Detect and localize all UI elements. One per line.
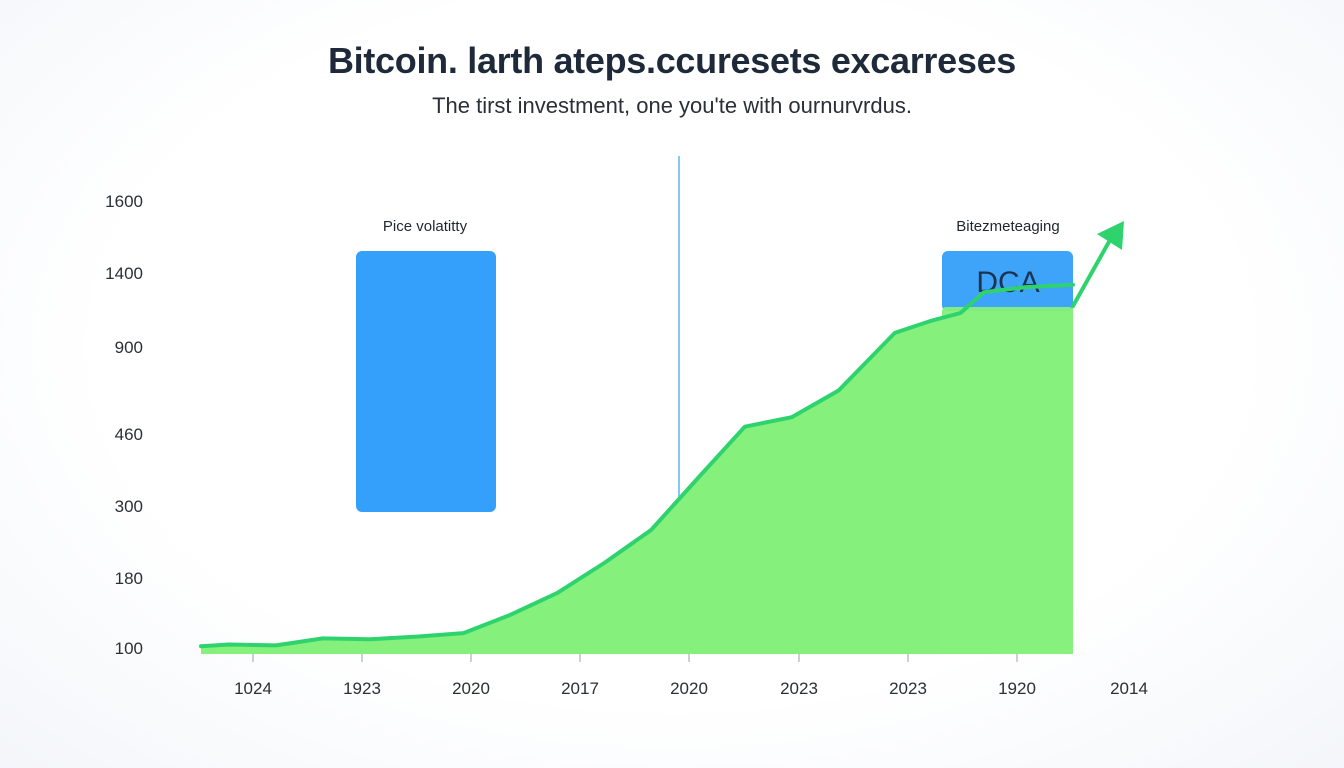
x-tick-label: 1923 — [343, 679, 381, 698]
dca-label: DCA — [976, 266, 1039, 299]
x-tick-label: 2023 — [889, 679, 927, 698]
price-volatility-box — [356, 251, 496, 512]
y-axis-ticks: 1600 1400 900 460 300 180 100 — [105, 192, 143, 658]
chart-title: Bitcoin. larth ateps.ccuresets excarrese… — [327, 40, 1017, 81]
chart-subtitle: The tirst investment, one you'te with ou… — [432, 93, 912, 118]
trend-arrow-shaft — [1071, 238, 1112, 308]
y-tick-label: 1600 — [105, 192, 143, 211]
x-tick-label: 1024 — [234, 679, 272, 698]
price-line — [199, 282, 1075, 649]
y-tick-label: 460 — [115, 425, 143, 444]
price-volatility-label: Pice volatitty — [383, 218, 468, 235]
y-tick-label: 300 — [115, 497, 143, 516]
x-axis-ticks: 1024 1923 2020 2017 2020 2023 2023 1920 2014 — [234, 654, 1148, 698]
y-tick-label: 180 — [115, 569, 143, 588]
dca-annotation-label: Bitezmeteaging — [956, 218, 1059, 235]
x-tick-label: 2020 — [670, 679, 708, 698]
x-tick-label: 1920 — [998, 679, 1036, 698]
x-tick-label: 2017 — [561, 679, 599, 698]
price-area — [201, 284, 1073, 654]
y-tick-label: 100 — [115, 639, 143, 658]
x-tick-label: 2014 — [1110, 679, 1148, 698]
y-tick-label: 1400 — [105, 264, 143, 283]
trend-arrow-icon — [1097, 221, 1124, 250]
dca-box — [942, 251, 1073, 311]
dca-highlight-column — [942, 307, 1073, 654]
x-tick-label: 2020 — [452, 679, 490, 698]
y-tick-label: 900 — [115, 338, 143, 357]
x-tick-label: 2023 — [780, 679, 818, 698]
